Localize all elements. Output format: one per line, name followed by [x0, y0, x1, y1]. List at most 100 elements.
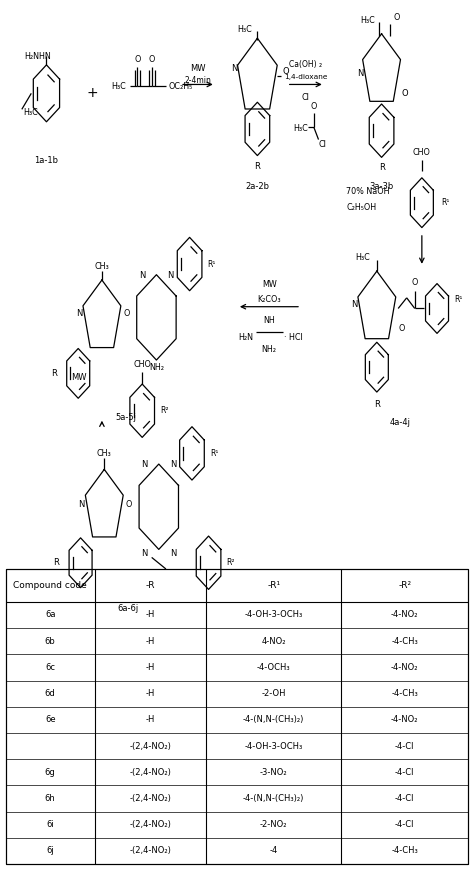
Text: Ca(OH) ₂: Ca(OH) ₂ — [289, 60, 322, 68]
Text: -4-NO₂: -4-NO₂ — [391, 611, 419, 620]
Text: O: O — [123, 309, 130, 318]
Text: O: O — [310, 102, 317, 111]
Text: R: R — [54, 558, 59, 567]
Text: H₂NHN: H₂NHN — [25, 52, 51, 60]
Text: R²: R² — [160, 406, 169, 415]
Text: R¹: R¹ — [454, 295, 463, 304]
Text: N: N — [167, 271, 174, 280]
Text: 6b: 6b — [45, 637, 55, 645]
Text: R²: R² — [227, 558, 235, 567]
Text: N: N — [170, 461, 176, 469]
Text: -H: -H — [146, 716, 155, 725]
Text: R: R — [379, 163, 384, 172]
Text: K₂CO₃: K₂CO₃ — [257, 295, 281, 304]
Text: NH₂: NH₂ — [262, 345, 277, 354]
Text: -2-NO₂: -2-NO₂ — [260, 821, 288, 829]
Bar — [6, 569, 468, 864]
Text: -4-OCH₃: -4-OCH₃ — [257, 663, 291, 672]
Text: O: O — [399, 324, 405, 333]
Text: 6i: 6i — [46, 821, 54, 829]
Text: 4a-4j: 4a-4j — [390, 418, 411, 427]
Text: R¹: R¹ — [210, 449, 219, 458]
Text: -4-OH-3-OCH₃: -4-OH-3-OCH₃ — [245, 741, 303, 750]
Text: -4-CH₃: -4-CH₃ — [392, 846, 418, 855]
Text: Cl: Cl — [319, 140, 327, 149]
Text: N: N — [141, 549, 148, 558]
Text: N: N — [231, 64, 238, 73]
Text: CH₃: CH₃ — [94, 262, 109, 271]
Text: CHO: CHO — [413, 148, 431, 157]
Text: -(2,4-NO₂): -(2,4-NO₂) — [129, 768, 172, 777]
Text: 6e: 6e — [45, 716, 55, 725]
Text: R: R — [51, 369, 57, 378]
Text: H₃C: H₃C — [237, 25, 253, 34]
Text: -4-NO₂: -4-NO₂ — [391, 663, 419, 672]
Text: -4-CH₃: -4-CH₃ — [392, 637, 418, 645]
Text: 1a-1b: 1a-1b — [35, 156, 58, 164]
Text: -(2,4-NO₂): -(2,4-NO₂) — [129, 846, 172, 855]
Text: N: N — [76, 309, 82, 318]
Text: O: O — [402, 89, 409, 98]
Text: 6j: 6j — [46, 846, 54, 855]
Text: 3a-3b: 3a-3b — [369, 182, 394, 191]
Text: N: N — [357, 69, 364, 78]
Text: O: O — [148, 55, 155, 64]
Text: H₂N: H₂N — [238, 333, 254, 342]
Text: O: O — [134, 55, 141, 64]
Text: N: N — [351, 300, 358, 309]
Text: H₃C: H₃C — [355, 253, 370, 262]
Text: Cl: Cl — [302, 93, 310, 102]
Text: · HCl: · HCl — [284, 333, 303, 342]
Text: -H: -H — [146, 663, 155, 672]
Text: MW: MW — [262, 280, 277, 289]
Text: -H: -H — [146, 611, 155, 620]
Text: -R¹: -R¹ — [267, 581, 280, 590]
Text: -4-OH-3-OCH₃: -4-OH-3-OCH₃ — [245, 611, 303, 620]
Text: 6h: 6h — [45, 794, 55, 803]
Text: -4-NO₂: -4-NO₂ — [391, 716, 419, 725]
Text: -4-Cl: -4-Cl — [395, 741, 415, 750]
Text: CH₃: CH₃ — [97, 449, 112, 458]
Text: 6g: 6g — [45, 768, 55, 777]
Text: -4-Cl: -4-Cl — [395, 821, 415, 829]
Text: -H: -H — [146, 689, 155, 698]
Text: MW: MW — [191, 64, 206, 73]
Text: -H: -H — [146, 637, 155, 645]
Text: NH₂: NH₂ — [149, 363, 164, 372]
Text: 2a-2b: 2a-2b — [246, 182, 269, 191]
Text: 5a-5j: 5a-5j — [115, 413, 136, 422]
Text: R: R — [374, 400, 380, 409]
Text: Compound code: Compound code — [13, 581, 87, 590]
Text: H₃C: H₃C — [23, 108, 37, 117]
Text: 2-4min: 2-4min — [185, 76, 211, 85]
Text: H₃C: H₃C — [360, 16, 375, 25]
Text: -R²: -R² — [398, 581, 411, 590]
Text: N: N — [139, 271, 146, 280]
Text: -4: -4 — [270, 846, 278, 855]
Text: OC₂H₅: OC₂H₅ — [168, 82, 192, 91]
Text: -2-OH: -2-OH — [262, 689, 286, 698]
Text: R¹: R¹ — [208, 260, 216, 268]
Text: 1,4-dioxane: 1,4-dioxane — [284, 75, 328, 80]
Text: +: + — [87, 86, 98, 100]
Text: C₂H₅OH: C₂H₅OH — [346, 203, 376, 212]
Text: -4-(N,N-(CH₃)₂): -4-(N,N-(CH₃)₂) — [243, 716, 304, 725]
Text: -4-Cl: -4-Cl — [395, 768, 415, 777]
Text: -(2,4-NO₂): -(2,4-NO₂) — [129, 741, 172, 750]
Text: 4-NO₂: 4-NO₂ — [262, 637, 286, 645]
Text: N: N — [170, 549, 176, 558]
Text: MW: MW — [71, 373, 87, 382]
Text: NH: NH — [264, 316, 275, 324]
Text: R¹: R¹ — [441, 198, 449, 207]
Text: CHO: CHO — [133, 360, 151, 369]
Text: O: O — [393, 13, 400, 22]
Text: O: O — [126, 500, 132, 509]
Text: R: R — [255, 162, 260, 171]
Text: -4-(N,N-(CH₃)₂): -4-(N,N-(CH₃)₂) — [243, 794, 304, 803]
Text: 6a-6j: 6a-6j — [118, 605, 138, 613]
Text: -(2,4-NO₂): -(2,4-NO₂) — [129, 821, 172, 829]
Text: -4-CH₃: -4-CH₃ — [392, 689, 418, 698]
Text: H₃C: H₃C — [111, 82, 126, 91]
Text: 6a: 6a — [45, 611, 55, 620]
Text: -(2,4-NO₂): -(2,4-NO₂) — [129, 794, 172, 803]
